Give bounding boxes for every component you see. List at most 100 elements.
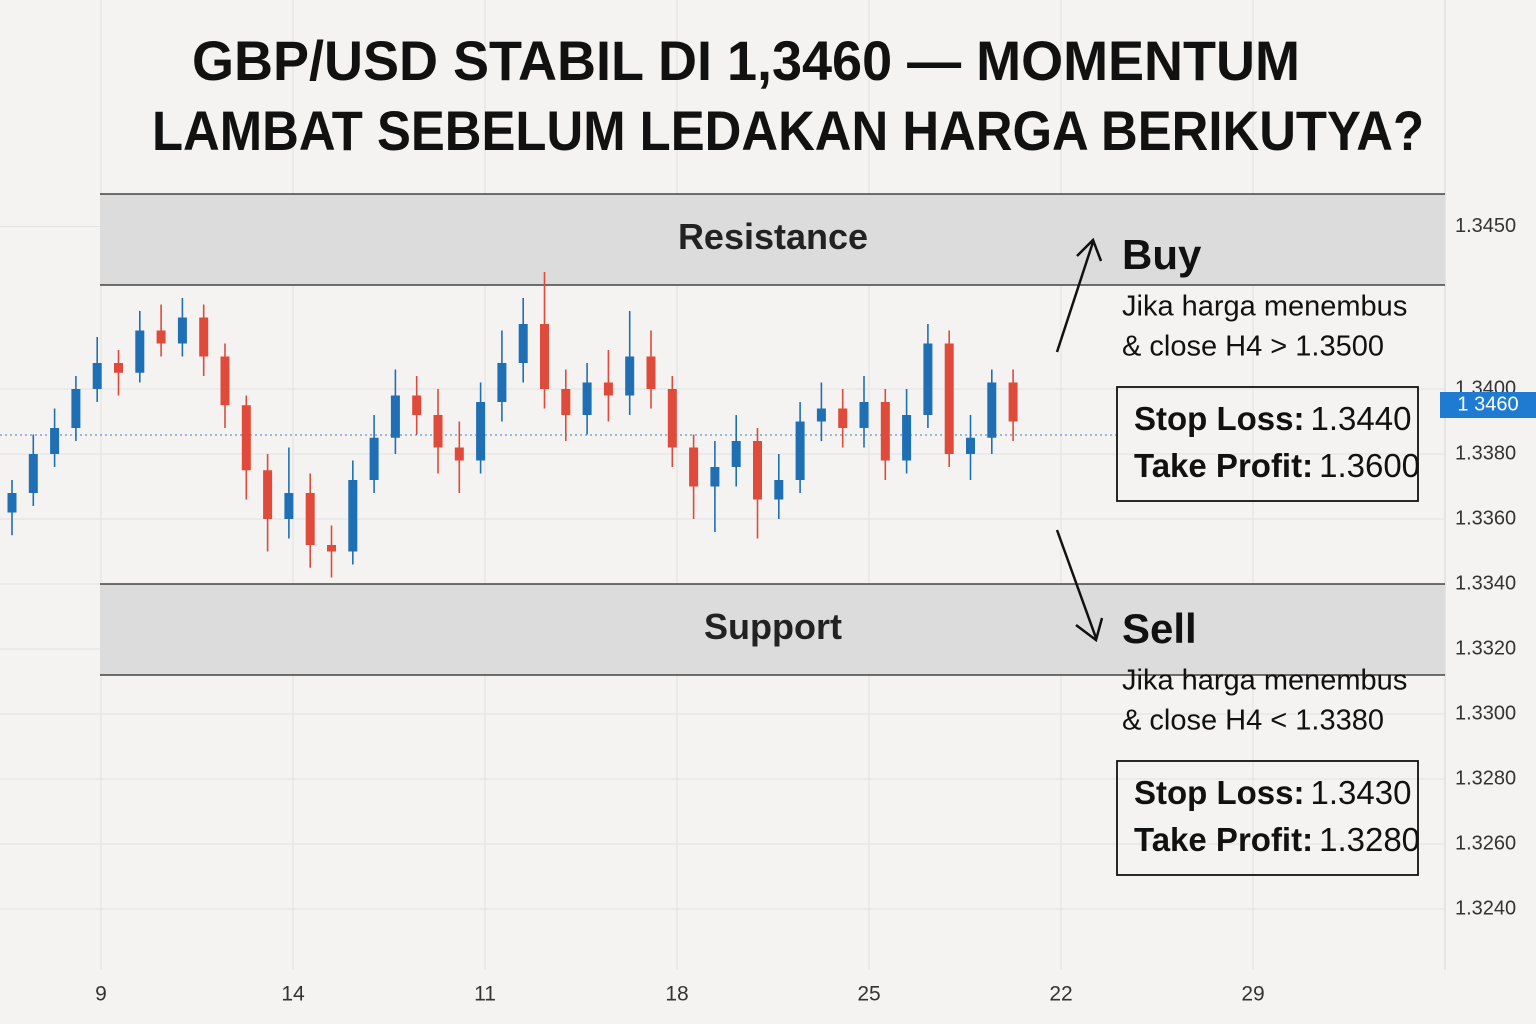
candle-body: [114, 363, 123, 373]
signal-label: Buy: [1122, 231, 1202, 278]
candle-body: [923, 343, 933, 415]
level-band: [100, 194, 1445, 285]
candle-body: [1008, 382, 1018, 422]
y-tick-label: 1.3360: [1455, 507, 1516, 529]
candle-body: [859, 402, 869, 428]
candle-body: [625, 356, 635, 396]
signal-box: [1116, 386, 1419, 502]
stop-loss: Stop Loss: 1.3440: [1134, 400, 1411, 437]
level-label: Resistance: [678, 216, 868, 257]
signal-condition: Jika harga menembus: [1122, 291, 1407, 323]
candle-body: [774, 480, 784, 500]
x-tick-label: 18: [665, 983, 688, 1006]
y-tick-label: 1.3340: [1455, 572, 1516, 594]
title-line: LAMBAT SEBELUM LEDAKAN HARGA BERIKUTYA?: [152, 99, 1424, 162]
candle-body: [689, 447, 699, 487]
candle-body: [518, 324, 528, 363]
take-profit: Take Profit: 1.3280: [1134, 821, 1420, 858]
box-label: Take Profit:: [1134, 821, 1313, 858]
stop-loss: Stop Loss: 1.3430: [1134, 774, 1411, 811]
candle-body: [199, 317, 209, 357]
box-label: Stop Loss:: [1134, 774, 1305, 811]
candle-body: [497, 363, 507, 402]
x-tick-label: 14: [281, 983, 305, 1006]
level-band: [100, 584, 1445, 675]
level-label: Support: [704, 606, 842, 647]
x-tick-label: 11: [474, 983, 496, 1006]
box-value: 1.3440: [1311, 400, 1412, 437]
candle-body: [369, 437, 379, 480]
candle-body: [987, 382, 997, 438]
y-tick-label: 1.3300: [1455, 702, 1516, 724]
candle-body: [710, 467, 720, 487]
signal-label: Sell: [1122, 605, 1197, 652]
sell-arrow: [1055, 529, 1104, 643]
box-value: 1.3430: [1311, 774, 1412, 811]
candle-body: [177, 317, 187, 344]
x-tick-label: 9: [95, 983, 107, 1006]
candle-body: [28, 454, 38, 493]
y-tick-label: 1.3450: [1455, 215, 1516, 237]
x-tick-label: 25: [857, 983, 880, 1006]
candle-body: [667, 389, 677, 448]
candle-body: [263, 470, 273, 519]
candle-body: [7, 493, 17, 513]
candle-body: [838, 408, 848, 428]
signal-condition: Jika harga menembus: [1122, 665, 1407, 697]
signals: Buy Jika harga menembus & close H4 > 1.350…: [1116, 231, 1420, 876]
candle-body: [731, 441, 741, 467]
candle-body: [433, 415, 443, 448]
candle-body: [50, 428, 60, 454]
candle-body: [327, 545, 336, 552]
signal-condition: & close H4 < 1.3380: [1122, 705, 1384, 737]
candle-body: [795, 421, 805, 480]
candle-body: [284, 493, 294, 519]
candle-body: [348, 480, 358, 552]
candle-body: [753, 441, 762, 500]
candle-body: [646, 356, 656, 389]
candle-body: [902, 415, 912, 461]
box-label: Take Profit:: [1134, 447, 1313, 484]
signal-condition: & close H4 > 1.3500: [1122, 331, 1384, 363]
candle-body: [156, 330, 166, 344]
candle-body: [412, 395, 422, 415]
price-badge: [1440, 392, 1536, 418]
bands: Resistance Support: [100, 193, 1445, 676]
box-value: 1.3600: [1319, 447, 1420, 484]
candle-body: [454, 447, 464, 461]
y-tick-label: 1.3320: [1455, 637, 1516, 659]
box-label: Stop Loss:: [1134, 400, 1305, 437]
y-tick-label: 1.3380: [1455, 442, 1516, 464]
buy-arrow: [1055, 237, 1103, 353]
candle-body: [540, 324, 549, 389]
candle-body: [476, 402, 486, 461]
candle-body: [305, 493, 315, 545]
candle-body: [880, 402, 890, 461]
box-value: 1.3280: [1319, 821, 1420, 858]
signal-box: [1116, 760, 1419, 876]
x-tick-label: 29: [1241, 983, 1264, 1006]
x-tick-label: 22: [1049, 983, 1072, 1006]
candle-body: [135, 330, 145, 373]
candle-body: [92, 363, 102, 389]
candle-body: [220, 356, 230, 406]
y-tick-label: 1.3240: [1455, 897, 1516, 919]
candles: [7, 272, 1018, 578]
candle-body: [603, 382, 613, 396]
candle-body: [390, 395, 400, 438]
take-profit: Take Profit: 1.3600: [1134, 447, 1420, 484]
candle-body: [966, 437, 975, 454]
candle-body: [241, 405, 251, 471]
price-badge-label: 1 3460: [1457, 393, 1518, 415]
candle-body: [561, 389, 571, 415]
y-axis: 1.34501.34001.33801.33601.33401.33201.33…: [95, 215, 1516, 1006]
candle-body: [71, 389, 81, 428]
title-line: GBP/USD STABIL DI 1,3460 — MOMENTUM: [192, 29, 1300, 92]
y-tick-label: 1.3280: [1455, 767, 1516, 789]
candle-body: [944, 343, 954, 454]
y-tick-label: 1.3260: [1455, 832, 1516, 854]
candle-body: [582, 382, 592, 415]
candle-body: [816, 408, 826, 422]
